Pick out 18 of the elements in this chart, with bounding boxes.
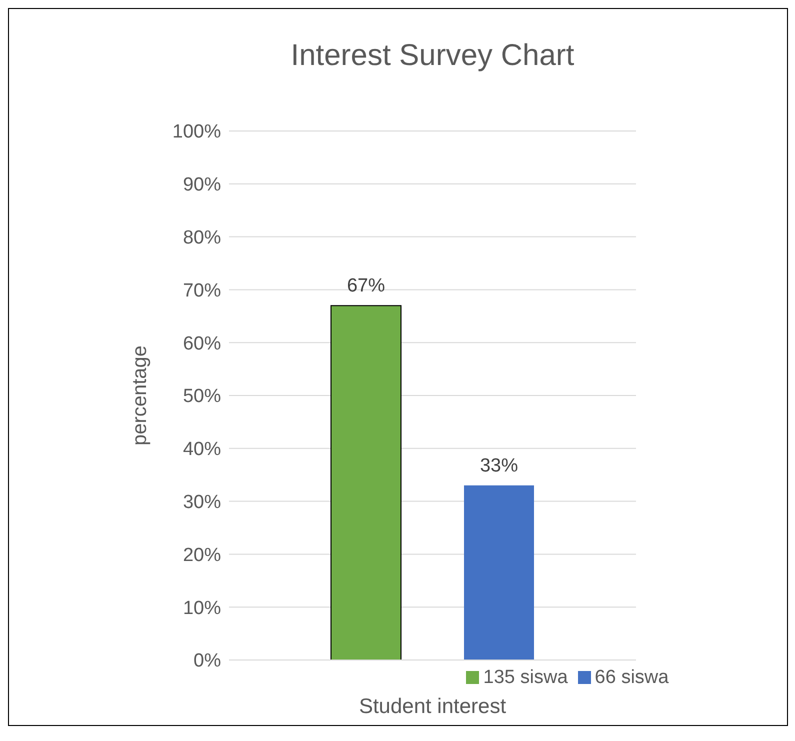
y-tick-label: 80% [182, 228, 222, 249]
data-label: 33% [480, 455, 518, 476]
legend-label: 66 siswa [594, 667, 669, 688]
y-tick-label: 30% [182, 492, 222, 514]
legend-label: 135 siswa [483, 667, 568, 688]
y-axis-title: percentage [129, 345, 152, 446]
y-tick-label: 20% [182, 544, 222, 566]
y-tick-label: 40% [182, 439, 222, 460]
data-label: 67% [346, 276, 386, 297]
y-tick-label: 60% [182, 333, 222, 354]
y-tick-label: 90% [182, 174, 222, 196]
y-tick-label: 100% [172, 122, 222, 143]
y-tick-label: 0% [194, 650, 222, 672]
chart-title: Interest Survey Chart [290, 39, 576, 73]
y-tick-label: 70% [182, 280, 222, 302]
y-tick-label: 50% [182, 386, 222, 408]
x-axis-title: Student interest [358, 695, 508, 719]
y-tick-label: 10% [182, 598, 222, 619]
